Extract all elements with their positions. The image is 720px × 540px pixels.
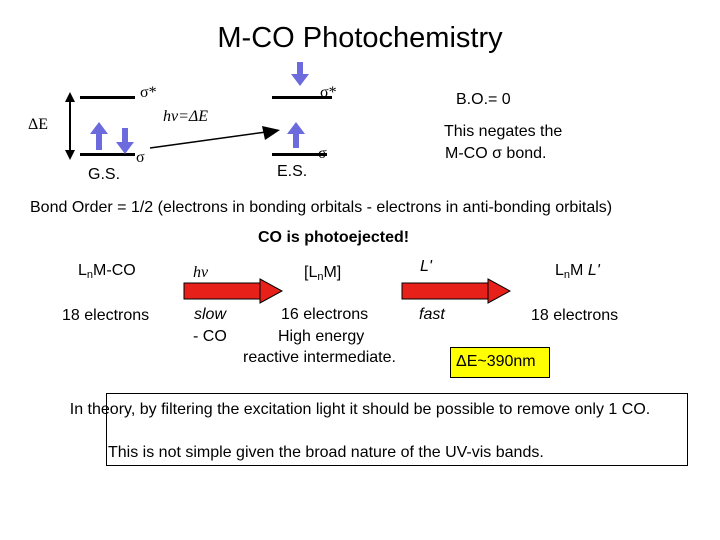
intermediate-desc: reactive intermediate. (243, 349, 396, 366)
es-sigma-star-level (272, 96, 332, 99)
bond-order-zero: B.O.= 0 (456, 91, 511, 108)
product-mid: M (570, 262, 588, 279)
es-electron-down-arrow (297, 62, 303, 76)
reactant-electrons: 18 electrons (62, 307, 150, 324)
reactant-sub: n (86, 269, 94, 281)
negates-line1: This negates the (444, 123, 563, 140)
gs-electron-down-arrow (122, 128, 128, 144)
product-ligand: L' (587, 262, 600, 279)
reactant-prefix: L (78, 262, 87, 279)
note-line2: This is not simple given the broad natur… (108, 444, 544, 461)
bond-order-formula: Bond Order = 1/2 (electrons in bonding o… (30, 199, 613, 216)
step2-rate: fast (419, 306, 445, 323)
gs-sigma-star-label: σ* (140, 84, 157, 101)
gs-sigma-label: σ (136, 149, 145, 166)
step2-ligand: L' (420, 258, 432, 275)
es-electron-arrows (287, 62, 309, 148)
es-sigma-label: σ (318, 145, 327, 162)
gs-electron-up-arrow (96, 132, 102, 150)
es-label: E.S. (277, 163, 308, 180)
gs-electron-arrows (90, 122, 134, 154)
product-sub: n (563, 269, 571, 281)
note-panel (106, 393, 688, 466)
es-electron-up-arrow (293, 132, 299, 148)
gs-sigma-star-level (80, 96, 135, 99)
excitation-arrow (149, 126, 280, 149)
step1-rate: slow (194, 306, 227, 323)
page-title: M-CO Photochemistry (217, 22, 503, 54)
intermediate-formula: [LnM] (304, 264, 342, 283)
note-line1: In theory, by filtering the excitation l… (69, 401, 651, 418)
es-sigma-level (272, 153, 327, 156)
delta-e-label: ΔE (28, 116, 49, 133)
reactant-formula: LnM-CO (78, 262, 136, 281)
step2-arrow (401, 278, 512, 304)
step1-label: hν (193, 264, 209, 281)
excitation-label: hν=ΔE (163, 108, 209, 125)
delta-e-arrow (65, 92, 75, 160)
intermediate-energy: High energy (278, 328, 365, 345)
co-photoejected: CO is photoejected! (258, 229, 410, 246)
wavelength-box: ΔE~390nm (450, 347, 550, 378)
step1-loss: - CO (193, 328, 227, 345)
gs-label: G.S. (88, 166, 121, 183)
negates-line2: M-CO σ bond. (445, 145, 547, 162)
step1-arrow (183, 278, 284, 304)
gs-sigma-level (80, 153, 135, 156)
wavelength-label: ΔE~390nm (456, 353, 536, 370)
intermediate-suffix: M] (323, 264, 342, 281)
intermediate-sub: n (317, 271, 324, 283)
intermediate-prefix: [L (304, 264, 318, 281)
reactant-suffix: M-CO (93, 262, 136, 279)
es-sigma-star-label: σ* (320, 84, 337, 101)
intermediate-electrons: 16 electrons (281, 306, 369, 323)
product-formula: LnM L' (555, 262, 600, 281)
product-prefix: L (555, 262, 564, 279)
product-electrons: 18 electrons (531, 307, 619, 324)
